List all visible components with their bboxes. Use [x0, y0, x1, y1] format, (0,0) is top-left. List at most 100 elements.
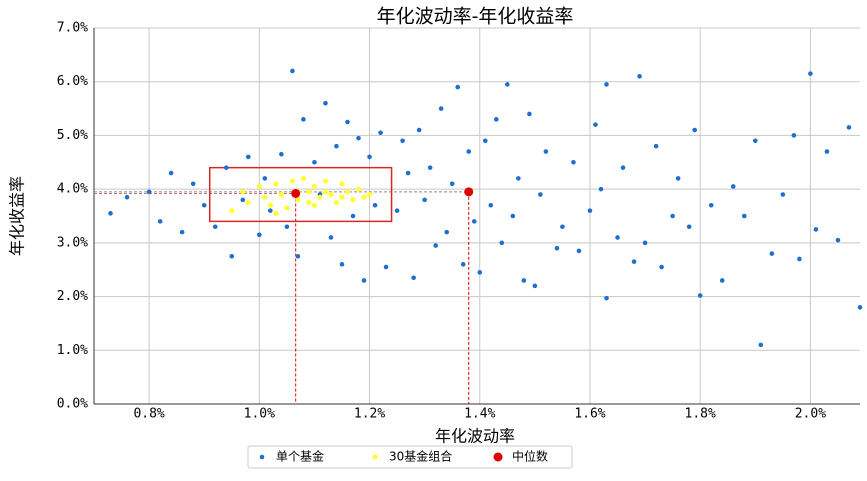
data-point: [615, 235, 620, 240]
data-point: [686, 224, 692, 230]
y-tick-label: 4.0%: [57, 182, 88, 197]
data-point: [604, 295, 609, 301]
data-point: [356, 135, 361, 141]
data-point: [604, 82, 609, 87]
data-point: [355, 186, 362, 192]
data-point: [730, 184, 736, 189]
data-point: [306, 189, 312, 195]
data-point: [229, 253, 235, 259]
data-point: [637, 74, 642, 79]
data-point: [538, 192, 543, 197]
data-point: [521, 278, 527, 283]
data-point: [560, 224, 565, 230]
data-point: [433, 243, 438, 248]
data-point: [675, 176, 681, 181]
data-point: [405, 170, 411, 176]
data-point: [510, 213, 516, 219]
data-point: [273, 181, 279, 187]
data-point: [323, 100, 328, 106]
y-tick-label: 2.0%: [57, 289, 88, 304]
data-point: [179, 229, 185, 235]
data-point: [278, 191, 284, 198]
x-tick-label: 1.2%: [354, 407, 385, 422]
legend-box: [247, 445, 573, 469]
data-point: [471, 219, 477, 224]
data-point: [464, 187, 474, 197]
data-point: [769, 251, 775, 256]
data-point: [444, 229, 449, 235]
data-point: [708, 202, 714, 208]
data-point: [416, 127, 422, 133]
data-point: [835, 237, 841, 243]
data-point: [267, 202, 273, 208]
data-point: [846, 125, 852, 130]
data-point: [334, 143, 339, 149]
plot-area: 0.0% 1.0% 2.0% 3.0% 4.0% 5.0% 6.0% 7.0% 0.8% 1.0%…: [57, 21, 863, 422]
data-point: [758, 342, 764, 348]
data-point: [229, 208, 235, 214]
data-point: [554, 245, 560, 251]
legend-label: 30基金组合: [389, 449, 452, 464]
data-point: [339, 194, 345, 200]
x-tick-label: 1.6%: [574, 407, 605, 422]
data-point: [670, 213, 675, 219]
data-point: [333, 199, 340, 206]
data-point: [598, 186, 604, 192]
data-point: [246, 154, 251, 160]
legend: 单个基金 30基金组合 中位数: [247, 445, 573, 469]
data-point: [295, 253, 301, 259]
data-point: [808, 71, 813, 76]
data-point: [245, 199, 251, 206]
data-point: [312, 159, 317, 165]
data-point: [477, 270, 483, 275]
data-point: [190, 181, 196, 187]
data-point: [587, 208, 593, 213]
data-point: [300, 175, 307, 181]
data-point: [350, 197, 356, 203]
data-point: [284, 205, 290, 211]
data-point: [256, 183, 262, 190]
data-point: [527, 111, 532, 117]
data-point: [824, 149, 830, 154]
data-point: [505, 82, 510, 87]
y-tick-label: 3.0%: [57, 235, 88, 250]
data-point: [659, 264, 664, 270]
highlight-box: [208, 166, 393, 223]
data-point: [268, 208, 273, 213]
data-point: [361, 194, 367, 200]
data-point: [543, 149, 549, 154]
data-point: [791, 133, 797, 138]
legend-label: 中位数: [512, 449, 548, 464]
data-point: [108, 211, 113, 216]
data-point: [378, 130, 383, 136]
data-point: [273, 210, 279, 216]
data-point: [620, 165, 626, 170]
data-point: [311, 202, 318, 208]
legend-label: 单个基金: [276, 449, 324, 464]
legend-marker: [259, 454, 265, 460]
data-point: [301, 117, 306, 122]
data-point: [719, 278, 725, 283]
data-point: [752, 138, 758, 144]
data-point: [857, 305, 863, 310]
data-point: [449, 181, 455, 187]
data-point: [328, 191, 334, 198]
data-point: [642, 240, 648, 246]
y-tick-label: 7.0%: [57, 21, 88, 36]
data-point: [593, 122, 598, 127]
data-point: [240, 189, 246, 195]
x-tick-label: 0.8%: [133, 407, 164, 422]
x-tick-label: 1.4%: [464, 407, 495, 422]
x-axis-label: 年化波动率: [435, 427, 515, 446]
x-tick-label: 1.8%: [685, 407, 716, 422]
data-point: [201, 202, 207, 208]
y-tick-label: 1.0%: [57, 343, 88, 358]
x-tick-label: 2.0%: [795, 407, 826, 422]
data-point: [499, 240, 505, 246]
data-point: [482, 138, 488, 144]
data-point: [394, 208, 400, 213]
data-point: [780, 192, 786, 197]
data-point: [311, 183, 318, 190]
